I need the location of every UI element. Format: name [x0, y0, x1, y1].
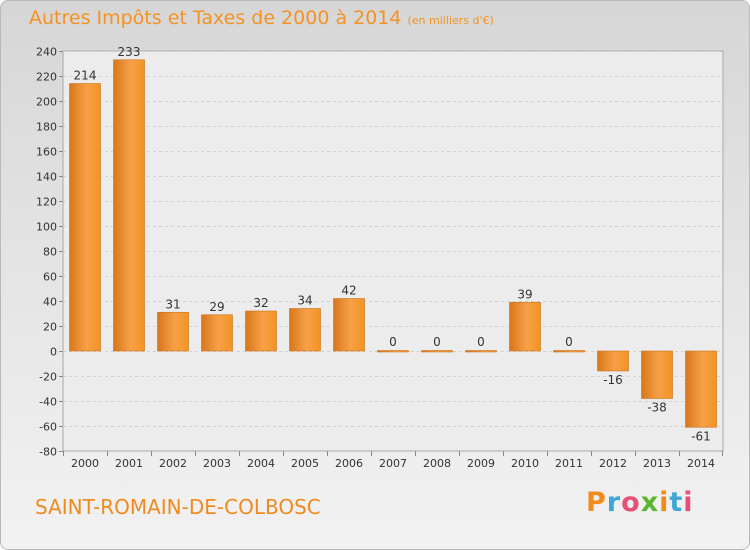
bar [553, 350, 585, 353]
data-label: 39 [517, 287, 532, 301]
x-tick-label: 2001 [115, 457, 143, 470]
bar [289, 308, 321, 352]
y-tick-label: 40 [43, 296, 57, 309]
y-tick-label: 240 [36, 46, 57, 59]
x-tick-label: 2010 [511, 457, 539, 470]
y-tick-label: 120 [36, 196, 57, 209]
brand-letter: P [586, 487, 607, 518]
x-tick-label: 2004 [247, 457, 275, 470]
data-label: 0 [433, 335, 441, 349]
bar [377, 350, 409, 353]
x-tick-label: 2013 [643, 457, 671, 470]
data-label: 0 [565, 335, 573, 349]
y-tick-label: -60 [39, 421, 57, 434]
brand-letter: i [683, 487, 694, 518]
y-tick-label: 220 [36, 71, 57, 84]
chart-subtitle: (en milliers d'€) [407, 14, 494, 27]
y-axis: 240220200180160140120100806040200-20-40-… [36, 46, 63, 459]
place-name: SAINT-ROMAIN-DE-COLBOSC [35, 495, 321, 519]
data-label: -16 [603, 373, 623, 387]
bar [597, 350, 629, 372]
brand-letter: r [606, 487, 622, 518]
brand-letter: t [669, 487, 684, 518]
chart-title-text: Autres Impôts et Taxes de 2000 à 2014 [29, 7, 402, 29]
bar [333, 298, 365, 352]
x-tick-label: 2002 [159, 457, 187, 470]
y-tick-label: 180 [36, 121, 57, 134]
chart-title: Autres Impôts et Taxes de 2000 à 2014 (en… [29, 7, 494, 29]
data-label: 0 [477, 335, 485, 349]
y-tick-label: -20 [39, 371, 57, 384]
x-axis: 2000 2001 2002 2003 2004 2005 2006 2007 2008 2009… [63, 451, 723, 470]
bar [685, 350, 717, 428]
data-label: 32 [253, 296, 268, 310]
data-label: -38 [647, 401, 667, 415]
brand-letter: i [659, 487, 670, 518]
y-tick-label: 140 [36, 171, 57, 184]
y-tick-label: 80 [43, 246, 57, 259]
data-label: 214 [74, 69, 97, 83]
data-label: 233 [118, 45, 141, 59]
x-tick-label: 2007 [379, 457, 407, 470]
brand-letter: x [640, 487, 660, 518]
y-tick-label: 0 [50, 346, 57, 359]
bar [157, 311, 189, 352]
bars: 214 233 31 29 32 34 42 0 0 0 39 0 -16 -38 -61 [69, 45, 717, 443]
bar [421, 350, 453, 353]
y-tick-label: -80 [39, 446, 57, 459]
data-label: 29 [209, 300, 224, 314]
x-tick-label: 2014 [687, 457, 715, 470]
data-label: 31 [165, 297, 180, 311]
data-label: 34 [297, 294, 312, 308]
data-label: 42 [341, 284, 356, 298]
bar [465, 350, 497, 353]
x-tick-label: 2011 [555, 457, 583, 470]
data-label: -61 [691, 429, 711, 443]
bar [509, 301, 541, 352]
y-tick-label: 160 [36, 146, 57, 159]
x-tick-label: 2006 [335, 457, 363, 470]
x-tick-label: 2000 [71, 457, 99, 470]
y-tick-label: 100 [36, 221, 57, 234]
bar [201, 314, 233, 352]
y-tick-label: 60 [43, 271, 57, 284]
y-tick-label: 200 [36, 96, 57, 109]
proxiti-logo: Proxiti [586, 487, 694, 518]
x-tick-label: 2003 [203, 457, 231, 470]
y-tick-label: -40 [39, 396, 57, 409]
x-tick-label: 2008 [423, 457, 451, 470]
bar [245, 310, 277, 352]
grid-lines [63, 51, 723, 452]
data-label: 0 [389, 335, 397, 349]
brand-letter: o [621, 487, 641, 518]
x-tick-label: 2005 [291, 457, 319, 470]
bar [69, 83, 101, 352]
bar [113, 59, 145, 352]
x-tick-label: 2012 [599, 457, 627, 470]
x-tick-label: 2009 [467, 457, 495, 470]
bar [641, 350, 673, 399]
y-tick-label: 20 [43, 321, 57, 334]
